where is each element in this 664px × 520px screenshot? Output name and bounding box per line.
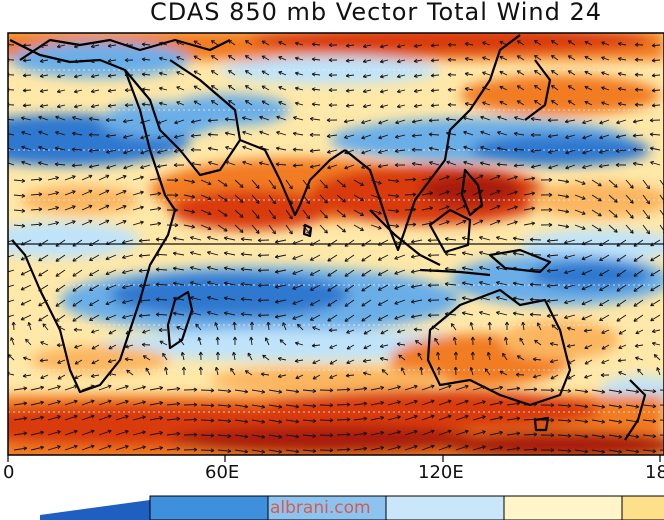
lon-label-120e: 120E — [418, 462, 464, 483]
borneo-coastline — [428, 208, 472, 254]
arabia-coastline — [124, 59, 242, 177]
india-coastline — [239, 138, 346, 217]
map-title: CDAS 850 mb Vector Total Wind 24 — [150, 0, 603, 26]
java-coastline — [419, 268, 491, 277]
lon-label-180: 18 — [645, 462, 664, 483]
shaded-wind-field — [8, 33, 664, 455]
wind-vectors — [8, 39, 664, 454]
colorbar-swatch-3 — [385, 495, 505, 520]
srilanka-coastline — [302, 223, 313, 238]
sumatra-coastline — [369, 209, 441, 266]
coastlines — [9, 34, 647, 441]
colorbar-swatch-1 — [149, 495, 269, 520]
plot-frame — [7, 32, 664, 456]
philippines-coastline — [460, 168, 484, 217]
newguinea-coastline — [488, 248, 552, 274]
colorbar-swatch-0 — [40, 500, 150, 520]
colorbar-swatch-5 — [621, 495, 664, 520]
colorbar-swatch-4 — [503, 495, 623, 520]
japan-coastline — [524, 59, 552, 121]
lon-label-0: 0 — [3, 462, 15, 483]
watermark: albrani.com — [270, 498, 371, 518]
colorbar — [40, 495, 664, 520]
africa-coastline — [9, 39, 177, 394]
lon-label-60e: 60E — [205, 462, 240, 483]
colorbar-swatch-2 — [267, 495, 387, 520]
longitude-ticks — [7, 455, 661, 462]
newzealand-coastline — [624, 379, 647, 441]
seasia-coastline — [344, 34, 521, 252]
australia-coastline — [426, 288, 572, 407]
tasmania-coastline — [533, 416, 550, 432]
